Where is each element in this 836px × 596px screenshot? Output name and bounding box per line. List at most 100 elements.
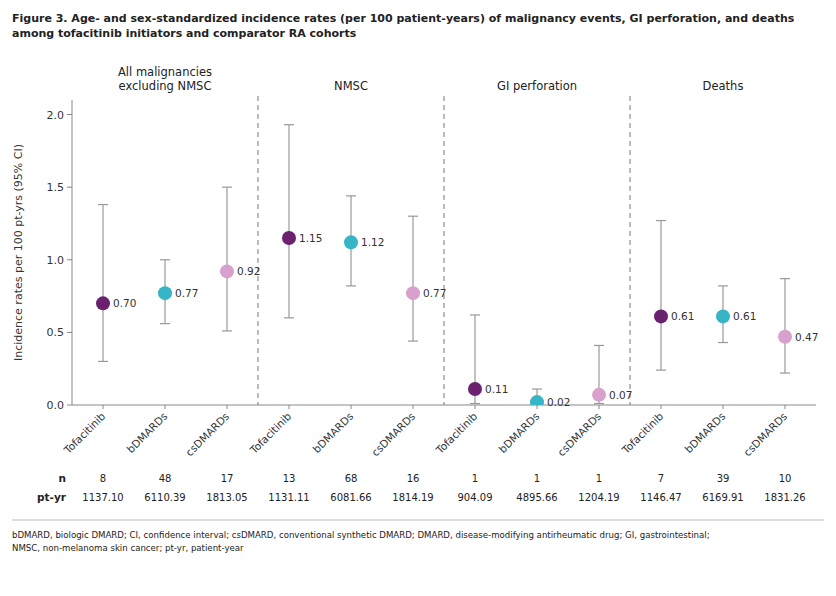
table-cell: 39 [717,473,730,484]
error-cap [98,204,108,205]
y-tick [67,114,72,115]
section-separator [630,96,631,405]
y-tick-label: 1.5 [47,181,65,194]
x-tick [537,405,538,409]
error-bar [412,216,413,341]
y-tick [67,332,72,333]
footer-rule [12,520,824,521]
point [778,330,792,344]
y-tick [67,259,72,260]
table-cell: 10 [779,473,792,484]
x-tick [599,405,600,409]
table-cell: 1 [534,473,540,484]
table-row-label: pt-yr [37,491,67,503]
data-label: 0.07 [609,389,632,401]
y-axis-label: Incidence rates per 100 pt-yrs (95% CI) [12,144,25,361]
x-tick-label: bDMARDs [496,410,541,455]
x-tick [785,405,786,409]
data-label: 0.47 [795,331,818,343]
error-bar [660,221,661,371]
x-tick [413,405,414,409]
x-tick [227,405,228,409]
table-cell: 16 [407,473,420,484]
x-tick-label: bDMARDs [310,410,355,455]
error-bar [288,125,289,318]
y-tick [67,187,72,188]
point [344,235,358,249]
error-bar [784,279,785,373]
x-tick [661,405,662,409]
error-cap [532,388,542,389]
error-cap [718,285,728,286]
y-tick-label: 0.0 [47,399,65,412]
error-bar [102,205,103,362]
x-tick-label: bDMARDs [124,410,169,455]
x-tick-label: bDMARDs [682,410,727,455]
x-tick-label: csDMARDs [183,410,231,458]
error-cap [470,403,480,404]
x-tick [165,405,166,409]
table-cell: 1814.19 [392,492,433,503]
error-cap [780,372,790,373]
table-cell: 1831.26 [764,492,805,503]
x-tick-label: csDMARDs [741,410,789,458]
data-label: 0.77 [423,287,446,299]
table-cell: 1 [472,473,478,484]
point [282,231,296,245]
x-tick [103,405,104,409]
table-cell: 8 [100,473,106,484]
error-cap [408,340,418,341]
error-cap [222,330,232,331]
error-cap [408,216,418,217]
error-cap [656,220,666,221]
y-axis [72,100,73,405]
point [592,388,606,402]
data-label: 0.11 [485,383,508,395]
data-label: 0.92 [237,265,260,277]
error-cap [284,317,294,318]
y-tick-label: 0.5 [47,326,65,339]
table-cell: 904.09 [458,492,493,503]
point [220,264,234,278]
table-cell: 1204.19 [578,492,619,503]
data-label: 0.70 [113,297,136,309]
x-tick [723,405,724,409]
table-cell: 17 [221,473,234,484]
error-cap [98,361,108,362]
section-separator [258,96,259,405]
table-cell: 4895.66 [516,492,557,503]
table-cell: 13 [283,473,296,484]
error-cap [470,314,480,315]
y-tick-label: 1.0 [47,254,65,267]
error-cap [284,124,294,125]
error-cap [594,403,604,404]
x-tick-label: Tofacitinib [247,410,294,457]
y-tick [67,405,72,406]
table-row-label: n [59,472,66,484]
x-tick-label: csDMARDs [555,410,603,458]
point [530,395,544,405]
point [716,309,730,323]
table-cell: 1 [596,473,602,484]
data-label: 0.02 [547,396,570,408]
point [406,286,420,300]
data-label: 0.61 [733,310,756,322]
data-label: 1.12 [361,236,384,248]
table-cell: 6110.39 [144,492,185,503]
error-cap [718,342,728,343]
data-label: 0.77 [175,287,198,299]
table-cell: 7 [658,473,664,484]
error-cap [160,323,170,324]
table-cell: 1813.05 [206,492,247,503]
section-label: Deaths [703,79,744,93]
error-cap [594,345,604,346]
title: Figure 3. Age- and sex-standardized inci… [12,12,795,40]
error-cap [656,370,666,371]
error-cap [160,259,170,260]
table-cell: 1146.47 [640,492,681,503]
table-cell: 1131.11 [268,492,309,503]
error-cap [222,187,232,188]
table-cell: 1137.10 [82,492,123,503]
section-label: GI perforation [497,79,577,93]
point [158,286,172,300]
